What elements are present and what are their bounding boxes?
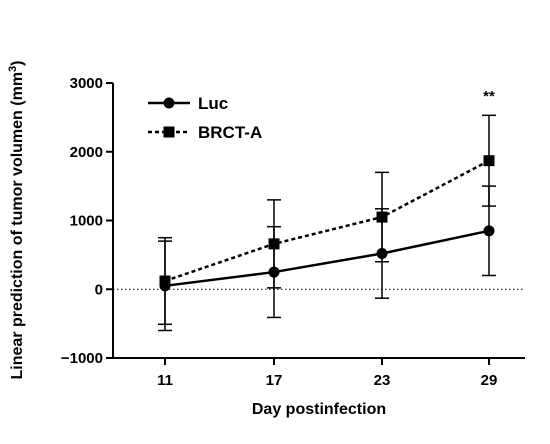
legend-luc-label: Luc [198, 94, 228, 113]
y-axis-title-superscript: 3 [7, 66, 19, 72]
x-tick-label: 29 [481, 372, 498, 389]
luc-point [483, 225, 495, 237]
y-axis-title-end: ) [9, 60, 26, 65]
x-tick-label: 17 [266, 372, 283, 389]
x-tick-label: 23 [374, 372, 391, 389]
brct-a-point [376, 211, 388, 223]
y-axis-title: Linear prediction of tumor volumen (mm3) [7, 60, 26, 379]
brct-a-line [164, 159, 490, 283]
y-tick-label: 1000 [70, 213, 103, 230]
x-tick-label: 11 [157, 372, 173, 389]
x-axis-title: Day postinfection [252, 401, 386, 418]
luc-point [268, 266, 280, 278]
legend: Luc BRCT-A [148, 94, 262, 142]
legend-luc-marker [163, 97, 175, 109]
y-axis-title-main: Linear prediction of tumor volumen (mm [9, 72, 26, 380]
luc-line [164, 229, 490, 288]
brct-a-point [159, 275, 171, 287]
brct-a-point [268, 238, 280, 250]
legend-brct-a-label: BRCT-A [198, 123, 262, 142]
y-tick-label: 3000 [70, 75, 103, 92]
y-tick-label: 2000 [70, 144, 103, 161]
legend-brct-a-marker [163, 126, 175, 138]
y-tick-label: 0 [95, 281, 103, 298]
brct-a-point [483, 155, 495, 167]
significance-annotation: ** [483, 88, 495, 105]
luc-point [376, 248, 388, 259]
y-tick-label: −1000 [61, 350, 103, 367]
